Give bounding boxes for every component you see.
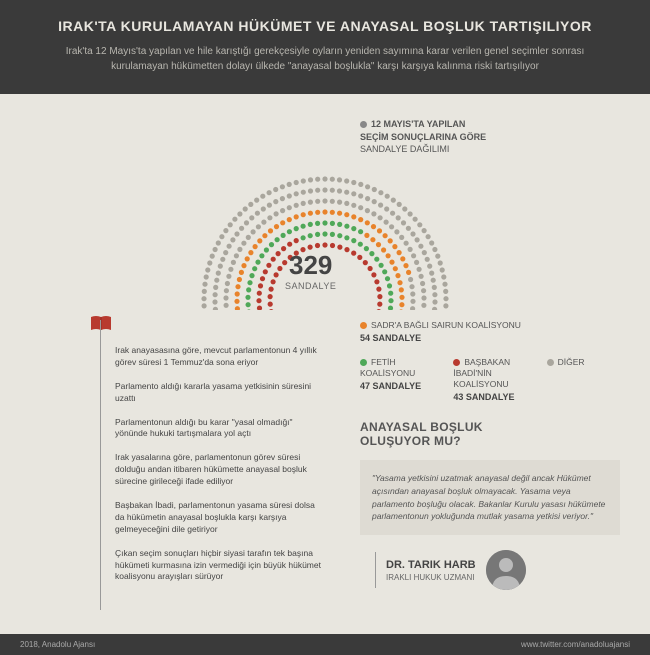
bullet-icon: [360, 121, 367, 128]
vertical-divider: [100, 320, 101, 610]
quote-box: "Yasama yetkisini uzatmak anayasal değil…: [360, 460, 620, 535]
bullet-item: Parlamentonun aldığı bu karar "yasal olm…: [115, 417, 325, 441]
total-seats: 329 SANDALYE: [285, 250, 336, 291]
question-heading: ANAYASAL BOŞLUK OLUŞUYOR MU?: [360, 420, 483, 448]
bullet-item: Çıkan seçim sonuçları hiçbir siyasi tara…: [115, 548, 325, 584]
legend-item-sairun: SADR'A BAĞLI SAIRUN KOALİSYONU 54 SANDAL…: [360, 320, 620, 343]
legend-dot-icon: [360, 359, 367, 366]
expert-role: IRAKLI HUKUK UZMANI: [386, 573, 476, 582]
parliament-chart: 329 SANDALYE: [170, 150, 480, 310]
expert-name: DR. TARIK HARB: [386, 559, 476, 571]
page-title: IRAK'TA KURULAMAYAN HÜKÜMET VE ANAYASAL …: [30, 18, 620, 34]
chart-legend: SADR'A BAĞLI SAIRUN KOALİSYONU 54 SANDAL…: [360, 320, 620, 416]
legend-item-diger: DİĞER: [547, 357, 620, 402]
book-icon: [90, 315, 112, 333]
bullet-item: Başbakan İbadi, parlamentonun yasama sür…: [115, 500, 325, 536]
bullet-item: Irak anayasasına göre, mevcut parlamento…: [115, 345, 325, 369]
header-bar: IRAK'TA KURULAMAYAN HÜKÜMET VE ANAYASAL …: [0, 0, 650, 94]
bullet-list: Irak anayasasına göre, mevcut parlamento…: [115, 345, 325, 595]
bullet-item: Irak yasalarına göre, parlamentonun göre…: [115, 452, 325, 488]
footer-bar: 2018, Anadolu Ajansı www.twitter.com/ana…: [0, 634, 650, 655]
legend-dot-icon: [360, 322, 367, 329]
divider: [375, 552, 376, 588]
legend-dot-icon: [547, 359, 554, 366]
footer-link: www.twitter.com/anadoluajansi: [521, 640, 630, 649]
avatar: [486, 550, 526, 590]
page-subtitle: Irak'ta 12 Mayıs'ta yapılan ve hile karı…: [55, 44, 595, 74]
footer-credit: 2018, Anadolu Ajansı: [20, 640, 95, 649]
bullet-item: Parlamento aldığı kararla yasama yetkisi…: [115, 381, 325, 405]
legend-item-ibadi: BAŞBAKAN İBADİ'NİN KOALİSYONU 43 SANDALY…: [453, 357, 526, 402]
legend-item-fetih: FETİH KOALİSYONU 47 SANDALYE: [360, 357, 433, 402]
expert-block: DR. TARIK HARB IRAKLI HUKUK UZMANI: [375, 550, 526, 590]
legend-dot-icon: [453, 359, 460, 366]
